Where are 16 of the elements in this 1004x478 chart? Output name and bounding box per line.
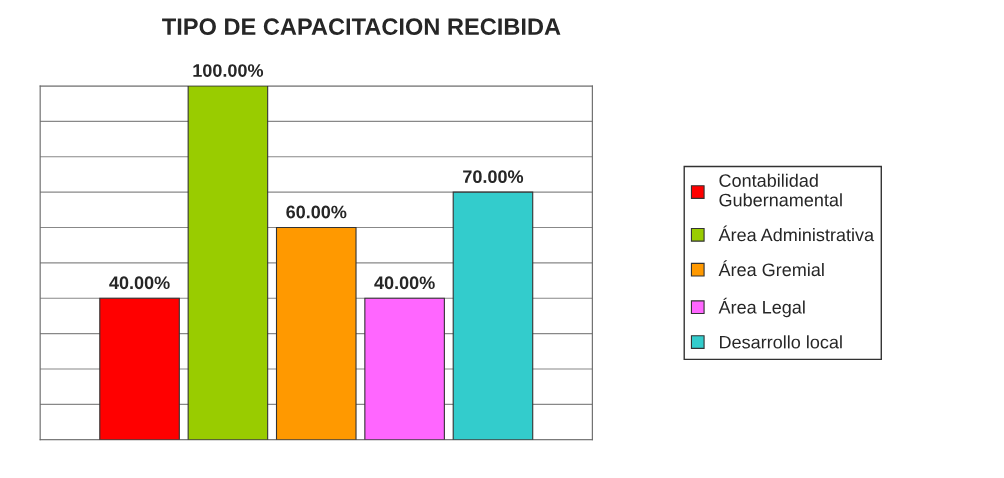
- legend-label: Área Administrativa: [718, 225, 875, 242]
- chart-title: TIPO DE CAPACITACION RECIBIDA: [162, 18, 561, 36]
- legend-label: Contabilidad Gubernamental: [719, 173, 842, 207]
- data-label: 60.00%: [286, 205, 347, 219]
- data-label: 100.00%: [193, 64, 264, 77]
- bar: [364, 297, 445, 440]
- data-label: 70.00%: [463, 170, 524, 184]
- legend-label: Área Gremial: [718, 260, 824, 277]
- data-label: 40.00%: [109, 276, 170, 290]
- legend-label: Área Legal: [718, 297, 805, 318]
- bar: [275, 226, 357, 440]
- bar: [187, 86, 269, 440]
- data-label: 40.00%: [374, 276, 435, 290]
- legend-label: Desarrollo local: [720, 335, 842, 349]
- bar: [99, 297, 180, 440]
- bar: [452, 191, 534, 440]
